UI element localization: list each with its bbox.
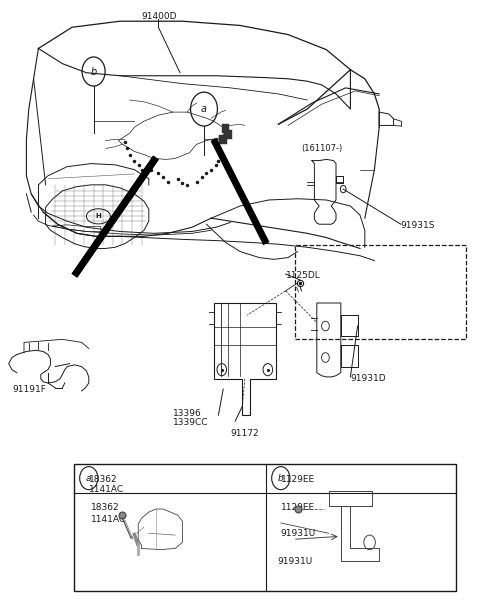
Text: 1129EE: 1129EE (281, 476, 315, 484)
Text: 1339CC: 1339CC (173, 419, 208, 427)
Text: 1125DL: 1125DL (286, 271, 320, 280)
Text: 91400D: 91400D (142, 12, 177, 21)
Text: 1141AC: 1141AC (91, 515, 126, 524)
Bar (222, 124, 229, 133)
Text: b: b (278, 474, 284, 482)
Text: 91172: 91172 (230, 429, 259, 438)
Text: 91931U: 91931U (277, 558, 312, 566)
Text: H: H (96, 213, 101, 219)
Text: 91931D: 91931D (350, 375, 386, 383)
Text: 18362: 18362 (91, 503, 120, 511)
Text: 1141AC: 1141AC (89, 485, 124, 493)
Bar (219, 135, 227, 144)
Text: 91931S: 91931S (401, 221, 435, 230)
Bar (74, 464, 456, 591)
Bar (295, 245, 466, 339)
Text: a: a (86, 474, 92, 482)
Text: 91931U: 91931U (281, 529, 316, 538)
Text: b: b (90, 67, 97, 76)
Text: 91191F: 91191F (12, 385, 46, 393)
Text: 1129EE: 1129EE (281, 503, 315, 511)
Text: 13396: 13396 (173, 409, 202, 418)
Bar (224, 130, 232, 139)
Text: a: a (201, 104, 207, 114)
Text: 18362: 18362 (89, 476, 118, 484)
Text: (161107-): (161107-) (301, 144, 343, 153)
